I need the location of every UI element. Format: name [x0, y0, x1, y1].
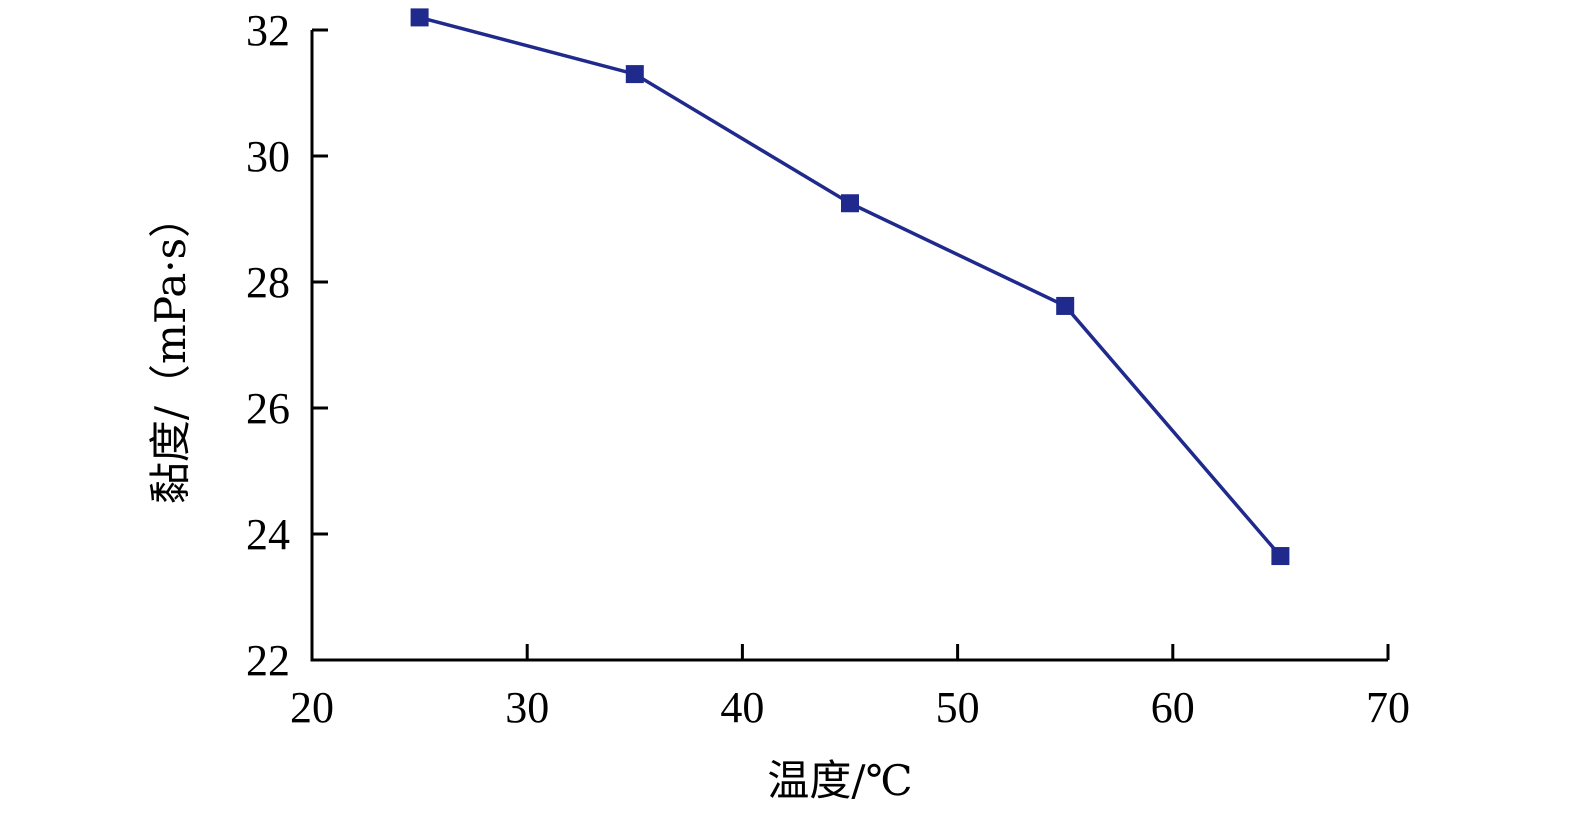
y-tick-label: 24: [246, 510, 290, 559]
data-point-marker: [1271, 547, 1290, 566]
x-tick-label: 20: [290, 683, 334, 732]
y-axis-ticks: 22 24 26 28 30 32: [246, 6, 328, 685]
y-tick-label: 28: [246, 258, 290, 307]
data-point-marker: [1056, 296, 1075, 315]
x-axis-ticks: 20 30 40 50 60 70: [290, 644, 1410, 732]
x-tick-label: 30: [505, 683, 549, 732]
x-tick-label: 70: [1366, 683, 1410, 732]
y-tick-label: 26: [246, 384, 290, 433]
y-tick-label: 32: [246, 6, 290, 55]
data-point-marker: [625, 65, 644, 84]
data-point-marker: [841, 194, 859, 213]
x-tick-label: 50: [936, 683, 980, 732]
x-axis-title: 温度/℃: [767, 756, 912, 805]
y-axis-title: 黏度/（mPa·s）: [146, 196, 195, 504]
y-tick-label: 22: [246, 636, 290, 685]
data-point-marker: [410, 8, 429, 27]
axis-lines: [310, 30, 1388, 662]
series-line: [419, 15, 1282, 558]
x-tick-label: 60: [1151, 683, 1195, 732]
series-markers: [410, 8, 1290, 566]
x-tick-label: 40: [720, 683, 764, 732]
y-tick-label: 30: [246, 132, 290, 181]
